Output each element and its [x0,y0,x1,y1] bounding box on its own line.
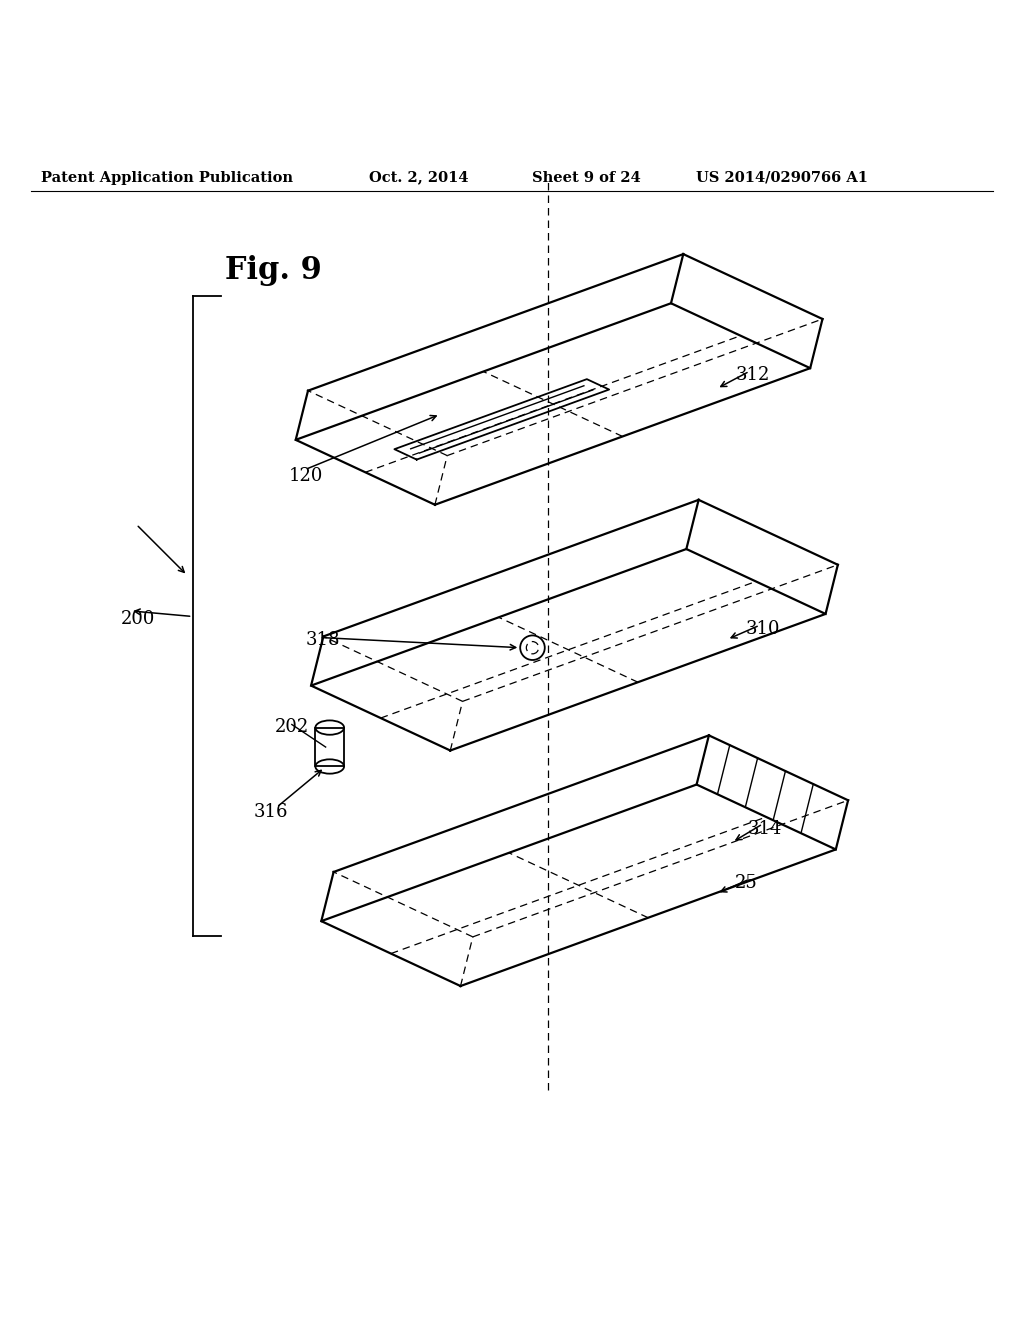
Text: 312: 312 [735,367,770,384]
Text: 316: 316 [254,803,289,821]
Text: 314: 314 [748,820,782,838]
Text: 120: 120 [289,467,324,484]
Text: Sheet 9 of 24: Sheet 9 of 24 [532,170,641,185]
Text: Patent Application Publication: Patent Application Publication [41,170,293,185]
Text: Fig. 9: Fig. 9 [225,255,322,286]
Text: 202: 202 [274,718,308,735]
Text: Oct. 2, 2014: Oct. 2, 2014 [369,170,468,185]
Text: 200: 200 [121,610,156,628]
Text: 25: 25 [735,874,758,892]
Text: 310: 310 [745,620,780,639]
Text: 318: 318 [305,631,340,648]
Text: US 2014/0290766 A1: US 2014/0290766 A1 [696,170,868,185]
